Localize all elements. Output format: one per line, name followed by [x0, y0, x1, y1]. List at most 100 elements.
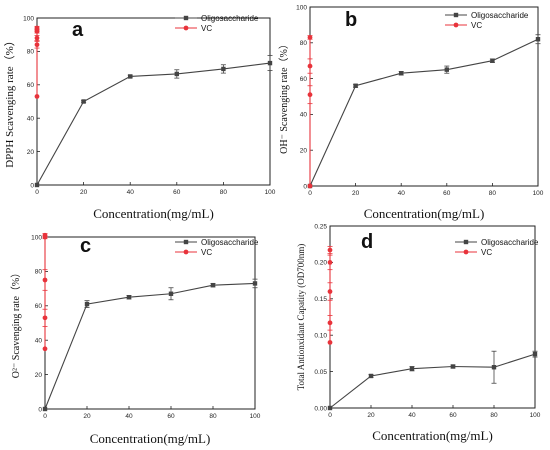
legend-marker [463, 249, 469, 255]
x-tick-label: 100 [250, 413, 261, 420]
data-point [34, 182, 40, 188]
data-point [327, 247, 333, 253]
data-point [221, 66, 226, 72]
y-tick-label: 0 [30, 182, 34, 189]
x-tick-label: 60 [443, 190, 451, 197]
x-axis-label: Concentration(mg/mL) [364, 206, 485, 221]
x-tick-label: 80 [489, 190, 497, 197]
data-point [252, 281, 258, 286]
x-tick-label: 60 [449, 412, 457, 419]
data-point [174, 71, 179, 77]
data-point [34, 35, 40, 41]
y-tick-label: 20 [27, 149, 35, 156]
x-tick-label: 40 [125, 413, 133, 420]
y-tick-label: 20 [300, 148, 308, 155]
y-tick-label: 0.05 [314, 369, 327, 376]
y-tick-label: 100 [31, 234, 42, 241]
legend-label: Oligosaccharide [201, 238, 259, 247]
data-point [409, 366, 415, 371]
y-axis-label: O²⁻ Scavenging rate（%） [10, 268, 22, 378]
y-tick-label: 40 [35, 338, 43, 345]
x-tick-label: 20 [80, 189, 88, 196]
y-tick-label: 0.15 [314, 296, 327, 303]
data-point [532, 351, 538, 357]
x-tick-label: 80 [490, 412, 498, 419]
legend-marker [463, 239, 469, 245]
series-line-oligosaccharide [329, 353, 536, 409]
x-axis-label: Concentration(mg/mL) [93, 206, 214, 221]
data-point [327, 289, 333, 294]
data-point [42, 346, 48, 352]
plot-frame [309, 6, 539, 187]
y-tick-label: 60 [27, 82, 35, 89]
data-point [307, 92, 313, 98]
x-axis-label: Concentration(mg/mL) [372, 428, 493, 443]
data-point [491, 365, 497, 370]
x-tick-label: 40 [127, 189, 135, 196]
x-tick-label: 0 [35, 189, 39, 196]
y-tick-label: 20 [35, 372, 43, 379]
data-point [307, 63, 313, 69]
panel-letter: d [361, 231, 373, 253]
data-point [126, 295, 132, 300]
data-point [353, 83, 358, 88]
panel-letter: b [345, 9, 357, 31]
y-tick-label: 40 [27, 116, 35, 123]
data-point [210, 282, 216, 288]
y-tick-label: 80 [35, 269, 43, 276]
x-tick-label: 60 [167, 413, 175, 420]
data-point [307, 183, 313, 189]
y-tick-label: 0.20 [314, 260, 327, 267]
data-point [42, 277, 48, 283]
data-point [128, 74, 133, 79]
y-tick-label: 100 [296, 4, 307, 11]
panel-letter: a [72, 19, 84, 41]
data-point [81, 99, 86, 104]
x-tick-label: 100 [265, 189, 276, 196]
legend-marker [183, 25, 189, 31]
legend-marker [183, 239, 189, 245]
x-tick-label: 40 [408, 412, 416, 419]
y-tick-label: 80 [300, 40, 308, 47]
plot-frame [329, 225, 536, 409]
y-tick-label: 0.10 [314, 333, 327, 340]
y-axis-label: DPPH Scavenging rate（%） [3, 35, 16, 168]
data-point [307, 35, 313, 40]
data-point [34, 42, 40, 48]
data-point [450, 364, 456, 369]
x-tick-label: 100 [533, 190, 544, 197]
y-axis-label: Total Antionxidant Capatity (OD700nm) [296, 244, 306, 391]
y-tick-label: 60 [300, 76, 308, 83]
x-axis-label: Concentration(mg/mL) [90, 431, 211, 446]
chart-panel-b: 0 20 40 60 80 100 0 20 40 60 80 100 Concentration(mg… [278, 4, 544, 221]
y-tick-label: 40 [300, 112, 308, 119]
legend-label: Oligosaccharide [201, 14, 259, 23]
data-point [84, 301, 90, 307]
legend-marker [183, 15, 189, 21]
legend-label: VC [201, 24, 212, 33]
x-tick-label: 100 [530, 412, 541, 419]
x-tick-label: 80 [220, 189, 228, 196]
x-tick-label: 60 [173, 189, 181, 196]
x-tick-label: 40 [398, 190, 406, 197]
data-point [168, 291, 174, 296]
legend-label: VC [201, 248, 212, 257]
y-tick-label: 0 [38, 406, 42, 413]
x-tick-label: 20 [352, 190, 360, 197]
plot-frame [44, 236, 256, 410]
y-tick-label: 80 [27, 49, 35, 56]
data-point [490, 58, 495, 63]
y-tick-label: 60 [35, 303, 43, 310]
legend-marker [453, 22, 459, 28]
legend-label: VC [471, 21, 482, 30]
data-point [42, 315, 48, 321]
data-point [42, 406, 48, 412]
data-point [444, 67, 449, 72]
x-tick-label: 0 [328, 412, 332, 419]
x-tick-label: 0 [43, 413, 47, 420]
data-point [399, 71, 404, 76]
data-point [327, 405, 333, 411]
panel-letter: c [80, 235, 91, 257]
legend-marker [453, 12, 459, 18]
